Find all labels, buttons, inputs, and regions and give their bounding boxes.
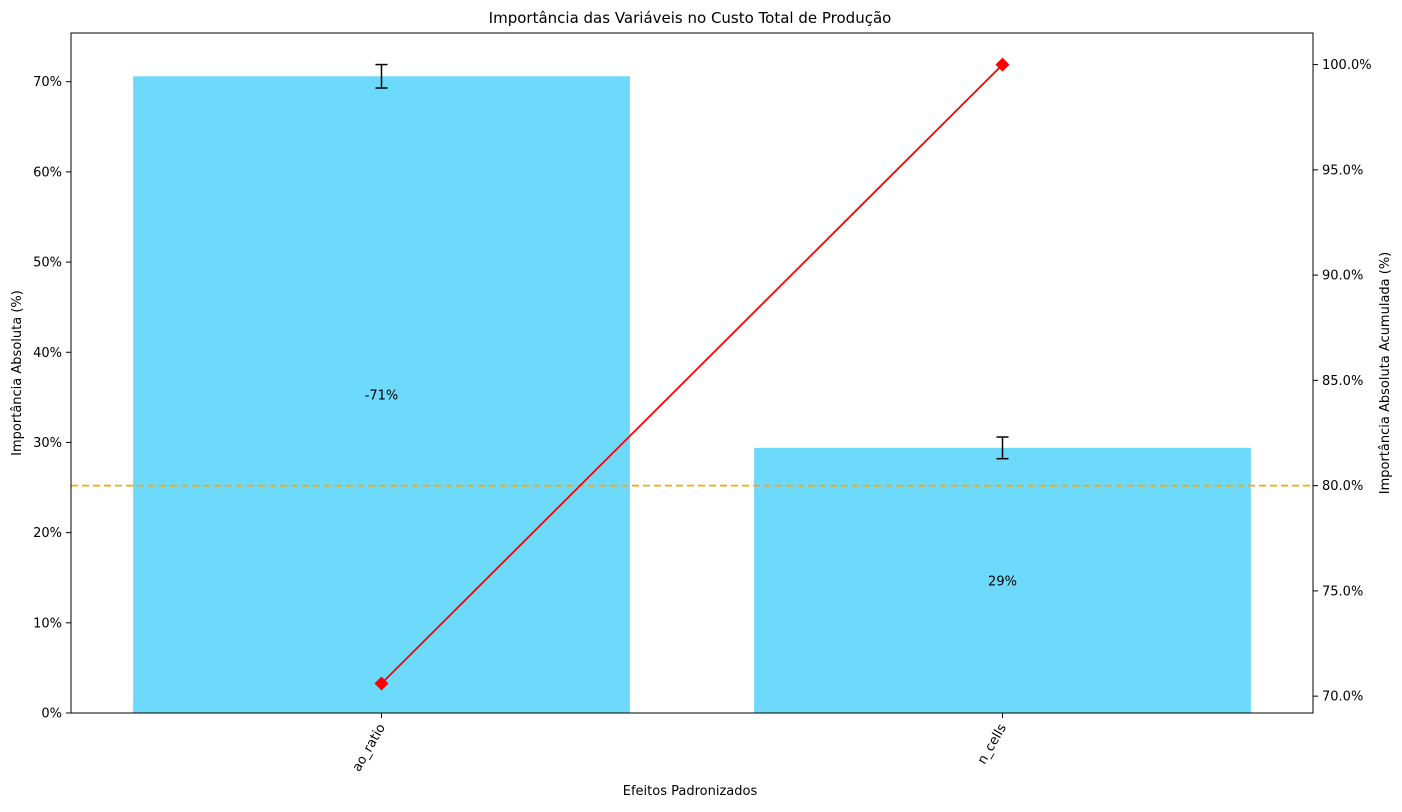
x-tick-label-ao_ratio: ao_ratio (350, 721, 389, 774)
y-tick-label: 0% (41, 707, 62, 722)
bar-label-n_cells: 29% (988, 574, 1017, 589)
plot-frame (70, 32, 1314, 714)
y-tick-label: 70% (33, 75, 62, 90)
y2-tick-label: 95.0% (1322, 163, 1363, 178)
y2-tick-label: 70.0% (1322, 690, 1363, 705)
y2-tick-label: 100.0% (1322, 58, 1372, 73)
y-tick-label: 30% (33, 436, 62, 451)
bar-ao_ratio (133, 76, 630, 713)
y-tick-label: 60% (33, 165, 62, 180)
y-tick-label: 10% (33, 616, 62, 631)
y2-tick-label: 80.0% (1322, 479, 1363, 494)
error-bar-ao_ratio (375, 63, 388, 89)
y2-axis-label: Importância Absoluta Acumulada (%) (1378, 252, 1393, 495)
cumulative-line (380, 63, 1004, 685)
cumulative-point-ao_ratio (374, 676, 389, 691)
y-tick-label: 20% (33, 526, 62, 541)
x-tick-label-n_cells: n_cells (975, 721, 1010, 767)
cumulative-point-n_cells (995, 57, 1010, 72)
y-tick-label: 50% (33, 256, 62, 271)
chart-title: Importância das Variáveis no Custo Total… (489, 9, 892, 27)
x-axis-label: Efeitos Padronizados (623, 784, 758, 799)
error-bar-n_cells (996, 436, 1009, 460)
y-tick-label: 40% (33, 346, 62, 361)
y-axis-label: Importância Absoluta (%) (10, 290, 25, 456)
bar-label-ao_ratio: -71% (365, 389, 399, 404)
y2-tick-label: 85.0% (1322, 374, 1363, 389)
bar-n_cells (754, 447, 1251, 713)
y2-tick-label: 75.0% (1322, 584, 1363, 599)
y2-tick-label: 90.0% (1322, 269, 1363, 284)
